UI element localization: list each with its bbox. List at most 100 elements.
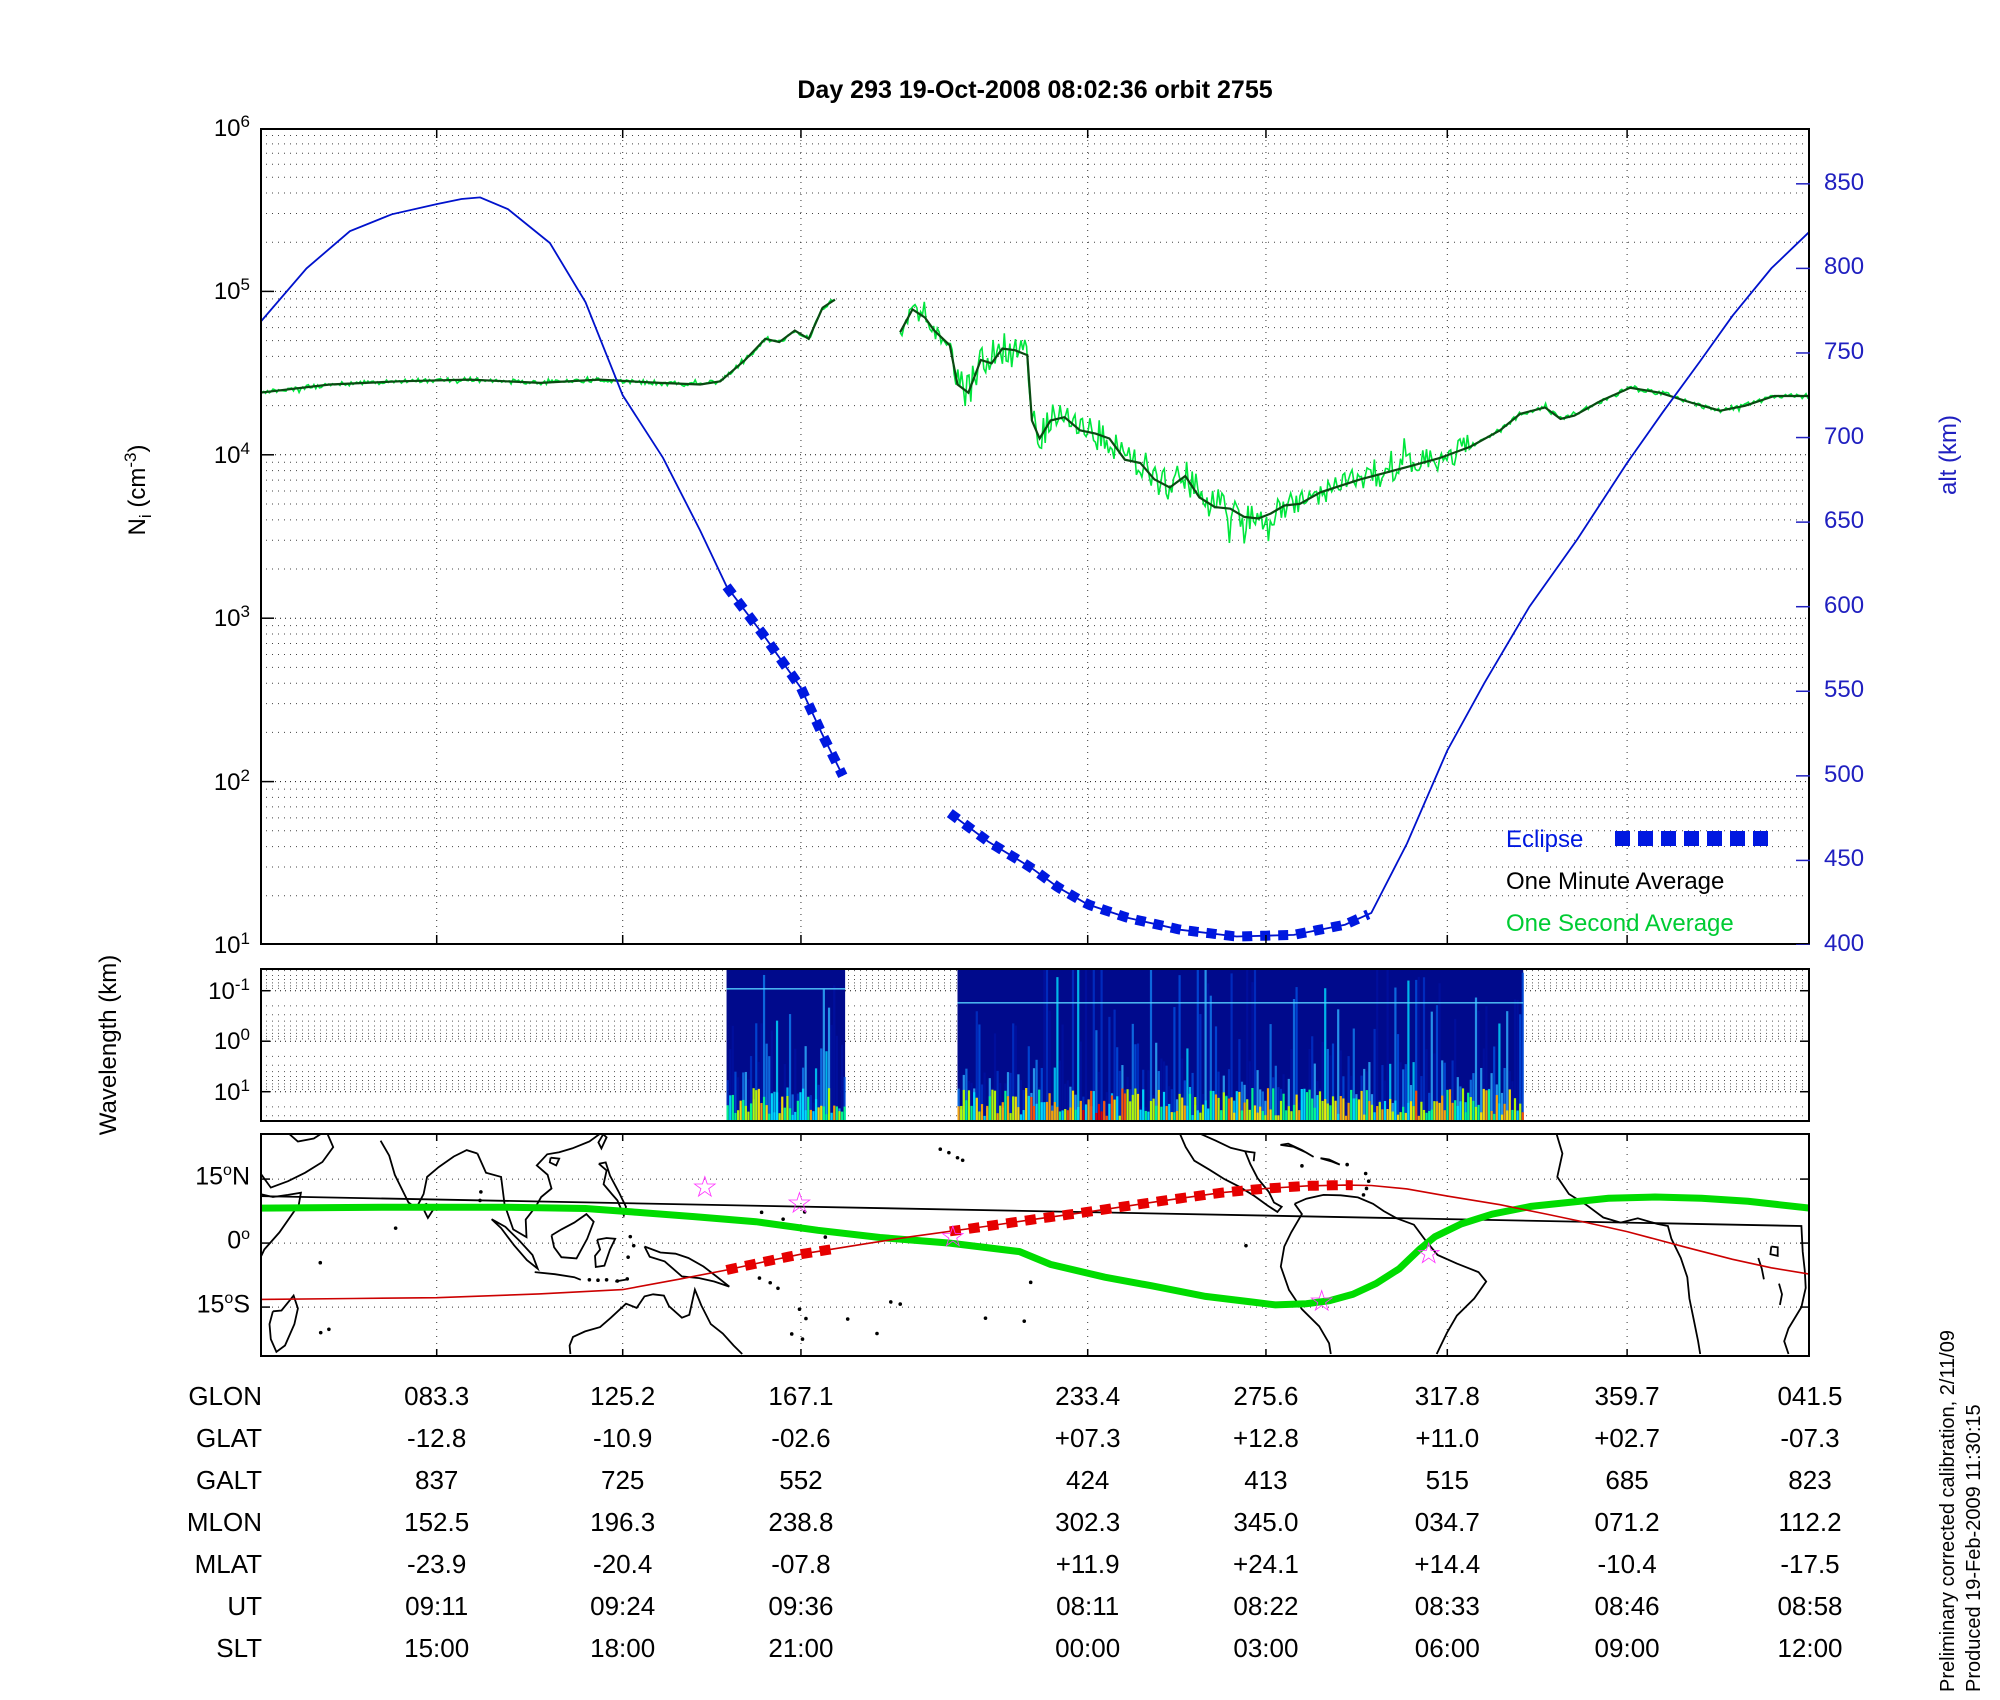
table-cell: 09:36 (768, 1591, 834, 1621)
spectrogram-band (1032, 1105, 1036, 1122)
spectrogram-band (1378, 1102, 1381, 1122)
spectrogram-band (1225, 1096, 1228, 1122)
spectrogram-band (1495, 1095, 1498, 1122)
spectrogram-streak (1032, 1068, 1036, 1122)
spectrogram-band (1347, 1102, 1350, 1122)
spectrogram-streak (1331, 1043, 1335, 1122)
spectrogram-band (1438, 1102, 1441, 1122)
spectrogram-streak (1339, 1050, 1342, 1122)
spectrogram-streak (1402, 1069, 1405, 1122)
spectrogram-streak (1287, 1078, 1290, 1122)
curve-altitude-eclipse (722, 583, 848, 778)
spectrogram-streak (1516, 999, 1519, 1122)
curve-density-one-minute (899, 307, 1810, 520)
spectrogram-streak (1209, 995, 1212, 1122)
coastline (1294, 1193, 1488, 1355)
curve-density-one-second (899, 301, 1811, 544)
spectrogram-band (804, 1110, 807, 1122)
spectrogram-band (817, 1107, 820, 1122)
spectrogram-band (1373, 1112, 1376, 1122)
island (875, 1331, 879, 1336)
spectrogram-streak (999, 1083, 1002, 1122)
spectrogram-band (1376, 1106, 1379, 1122)
wavelength-tick-label: 10-1 (208, 974, 250, 1005)
spectrogram-band (1339, 1096, 1342, 1122)
spectrogram-streak (1417, 976, 1420, 1122)
spectrogram-band (1316, 1095, 1319, 1122)
spectrogram-streak (1207, 983, 1210, 1122)
spectrogram-streak (1430, 1011, 1433, 1122)
spectrogram-band (1508, 1089, 1511, 1122)
table-cell: 034.7 (1414, 1507, 1480, 1537)
spectrogram-band (1207, 1108, 1210, 1122)
spectrogram-band (1136, 1093, 1140, 1122)
table-cell: -10.9 (593, 1423, 653, 1453)
table-cell: +12.8 (1233, 1423, 1299, 1453)
spectrogram-band (973, 1092, 976, 1122)
spectrogram-band (838, 1111, 841, 1122)
spectrogram-band (1230, 1097, 1233, 1122)
spectrogram-band (1108, 1103, 1111, 1122)
coastline (1769, 1245, 1779, 1258)
spectrogram-streak (1368, 1062, 1371, 1122)
spectrogram-band (970, 1105, 973, 1122)
spectrogram-band (1360, 1090, 1363, 1122)
spectrogram-band (1417, 1115, 1420, 1122)
spectrogram-band (1443, 1110, 1446, 1122)
spectrogram-streak (809, 1095, 812, 1122)
spectrogram-band (1467, 1092, 1470, 1122)
spectrogram-streak (1435, 1005, 1439, 1122)
coastline (597, 1133, 608, 1151)
spectrogram-band (1274, 1115, 1277, 1122)
spectrogram-band (1175, 1110, 1179, 1122)
wavelength-axis-label: Wavelength (km) (95, 954, 122, 1136)
spectrogram-band (1493, 1113, 1496, 1122)
table-cell: 302.3 (1055, 1507, 1121, 1537)
spectrogram-band (993, 1090, 997, 1122)
spectrogram-streak (1256, 1070, 1259, 1122)
spectrogram-band (1355, 1098, 1358, 1122)
spectrogram-streak (1233, 1100, 1236, 1122)
spectrogram-streak (783, 1064, 786, 1122)
spectrogram-streak (762, 974, 766, 1122)
spectrogram-streak (825, 1051, 828, 1122)
spectrogram-streak (1347, 1056, 1350, 1122)
table-cell: 725 (600, 1465, 645, 1495)
spectrogram-streak (1399, 1062, 1402, 1122)
table-cell: 08:11 (1056, 1591, 1120, 1621)
spectrogram-band (1259, 1106, 1262, 1122)
spectrogram-band (1061, 1110, 1064, 1122)
table-cell: -20.4 (593, 1549, 653, 1579)
spectrogram-streak (1264, 1100, 1267, 1122)
table-cell: 00:00 (1055, 1633, 1121, 1663)
spectrogram-band (1053, 1102, 1056, 1122)
spectrogram-band (1472, 1100, 1475, 1122)
ground-track-eclipse (949, 1180, 1353, 1237)
island (960, 1158, 965, 1163)
spectrogram-streak (996, 1070, 999, 1122)
spectrogram-streak (1490, 1073, 1493, 1122)
spectrogram-band (1516, 1110, 1519, 1122)
table-cell: 238.8 (768, 1507, 834, 1537)
spectrogram-streak (835, 1035, 838, 1122)
spectrogram-band (1428, 1111, 1431, 1122)
spectrogram-band (1001, 1102, 1004, 1122)
table-row-label: SLT (216, 1633, 262, 1663)
island (797, 1307, 802, 1312)
spectrogram-streak (1519, 1014, 1522, 1122)
star-marker: ☆ (1308, 1285, 1335, 1318)
spectrogram-streak (755, 1023, 758, 1122)
spectrogram-streak (978, 1024, 981, 1122)
spectrogram-streak (822, 989, 825, 1122)
coastline (286, 1131, 325, 1143)
spectrogram-band (768, 1113, 771, 1122)
spectrogram-band (1402, 1106, 1405, 1122)
spectrogram-band (830, 1112, 833, 1122)
spectrogram-streak (1259, 1089, 1262, 1122)
spectrogram-band (1045, 1101, 1049, 1122)
spectrogram-band (1480, 1112, 1483, 1122)
spectrogram-band (726, 1105, 729, 1122)
spectrogram-streak (1045, 968, 1049, 1122)
star-marker: ☆ (1415, 1237, 1442, 1270)
spectrogram-streak (1147, 1070, 1150, 1122)
